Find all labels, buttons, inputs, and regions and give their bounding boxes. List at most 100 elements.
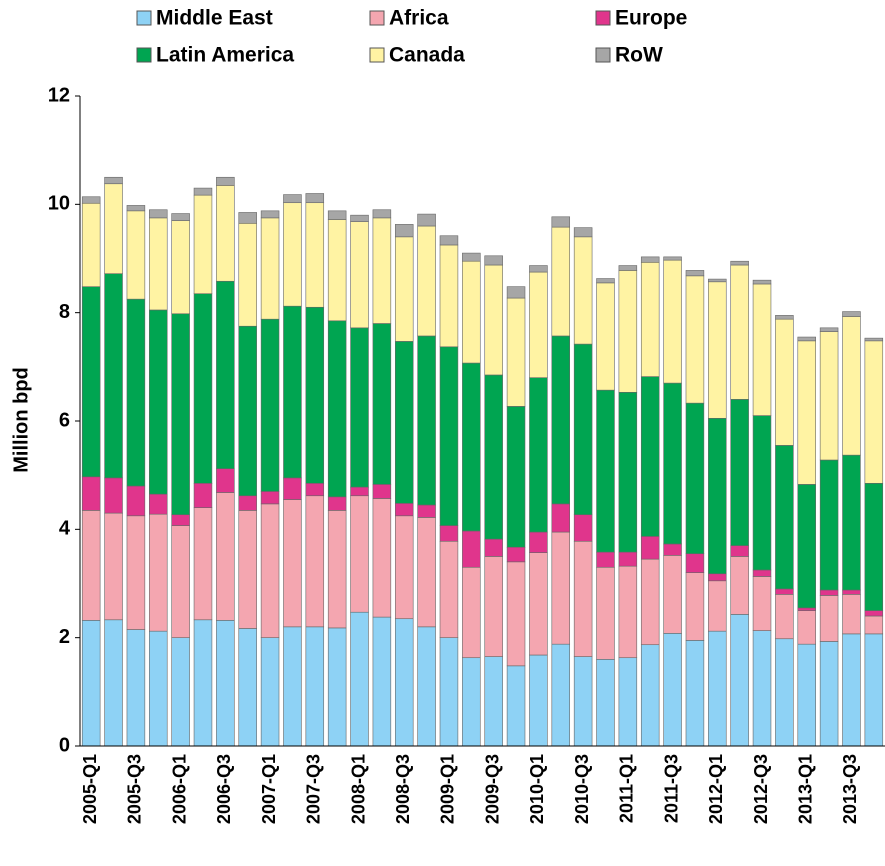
bar-segment: [126, 485, 146, 517]
bar-segment: [149, 217, 168, 311]
bar-segment: [730, 545, 749, 557]
bar-segment: [417, 517, 436, 628]
bar-segment: [126, 629, 146, 747]
bar-segment: [529, 271, 548, 378]
bar-segment: [819, 595, 839, 642]
bar-segment: [573, 227, 593, 238]
bar-segment: [663, 256, 682, 261]
bar-segment: [372, 498, 392, 618]
bar-segment: [842, 311, 861, 317]
bar-segment: [618, 551, 638, 567]
bar-segment: [462, 566, 481, 659]
bar-segment: [260, 503, 280, 638]
bar-segment: [305, 482, 325, 497]
bar-segment: [350, 221, 369, 329]
legend-label: RoW: [615, 44, 663, 67]
bar-segment: [663, 259, 682, 384]
y-axis-title: Million bpd: [10, 367, 32, 473]
bar-segment: [775, 638, 794, 747]
bar-segment: [752, 630, 772, 747]
bar-segment: [819, 459, 839, 591]
bar-segment: [372, 217, 392, 324]
bar-segment: [775, 588, 794, 595]
bar-segment: [618, 270, 638, 393]
bar-segment: [596, 278, 615, 284]
bar-segment: [104, 477, 123, 514]
bar-segment: [171, 313, 190, 516]
bar-segment: [685, 553, 705, 573]
bar-segment: [394, 515, 414, 620]
bar-segment: [663, 633, 682, 747]
legend-swatch: [136, 47, 152, 63]
bar-segment: [126, 205, 146, 212]
bar-segment: [618, 657, 638, 747]
legend-swatch: [369, 47, 385, 63]
x-tick-label: 2013-Q3: [840, 754, 860, 824]
bar-segment: [216, 280, 235, 469]
bar-segment: [439, 235, 459, 246]
bar-segment: [708, 417, 727, 575]
bar-segment: [596, 551, 615, 568]
x-tick-label: 2007-Q3: [304, 754, 324, 824]
x-tick-label: 2008-Q1: [348, 754, 368, 824]
bar-segment: [797, 340, 816, 485]
bar-segment: [551, 335, 571, 505]
bar-segment: [551, 503, 571, 533]
bar-segment: [618, 391, 638, 553]
legend-label: Canada: [389, 44, 465, 67]
bar-segment: [484, 264, 503, 376]
bar-segment: [327, 210, 347, 220]
bar-segment: [439, 525, 459, 542]
x-tick-label: 2011-Q3: [661, 754, 681, 823]
bar-segment: [462, 362, 481, 532]
x-tick-label: 2010-Q1: [527, 754, 547, 824]
bar-segment: [104, 619, 123, 747]
bar-segment: [193, 507, 213, 621]
bar-segment: [149, 209, 168, 219]
bar-segment: [327, 510, 347, 629]
bar-segment: [797, 336, 816, 342]
legend-swatch: [595, 47, 611, 63]
bar-segment: [283, 194, 302, 204]
bar-segment: [305, 495, 325, 628]
bar-segment: [462, 530, 481, 568]
bar-segment: [484, 538, 503, 557]
bar-segment: [596, 389, 615, 553]
bar-segment: [506, 665, 526, 747]
bar-segment: [417, 335, 436, 506]
bar-segment: [864, 610, 884, 617]
bar-segment: [529, 377, 548, 533]
bar-segment: [864, 340, 884, 484]
bar-segment: [238, 510, 257, 629]
bar-segment: [775, 594, 794, 640]
bar-segment: [327, 627, 347, 747]
bar-segment: [126, 210, 146, 300]
bar-segment: [819, 641, 839, 747]
x-tick-label: 2008-Q3: [393, 754, 413, 824]
bar-segment: [439, 346, 459, 526]
bar-segment: [104, 183, 123, 274]
y-tick-label: 4: [59, 518, 71, 540]
bar-segment: [864, 482, 884, 611]
bar-segment: [260, 318, 280, 492]
legend-swatch: [136, 10, 152, 26]
x-tick-label: 2010-Q3: [572, 754, 592, 824]
bar-segment: [596, 282, 615, 391]
bar-segment: [708, 630, 727, 747]
bar-segment: [529, 654, 548, 747]
bar-segment: [685, 270, 705, 277]
bar-segment: [864, 633, 884, 747]
bar-segment: [283, 202, 302, 307]
bar-segment: [260, 210, 280, 219]
bar-segment: [327, 320, 347, 498]
bar-segment: [842, 594, 861, 635]
bar-segment: [551, 643, 571, 747]
x-tick-label: 2005-Q3: [125, 754, 145, 824]
bar-segment: [640, 536, 660, 560]
bar-segment: [193, 194, 213, 295]
bar-segment: [462, 260, 481, 364]
bar-segment: [417, 225, 436, 337]
bar-segment: [238, 628, 257, 747]
x-tick-label: 2013-Q1: [795, 754, 815, 824]
